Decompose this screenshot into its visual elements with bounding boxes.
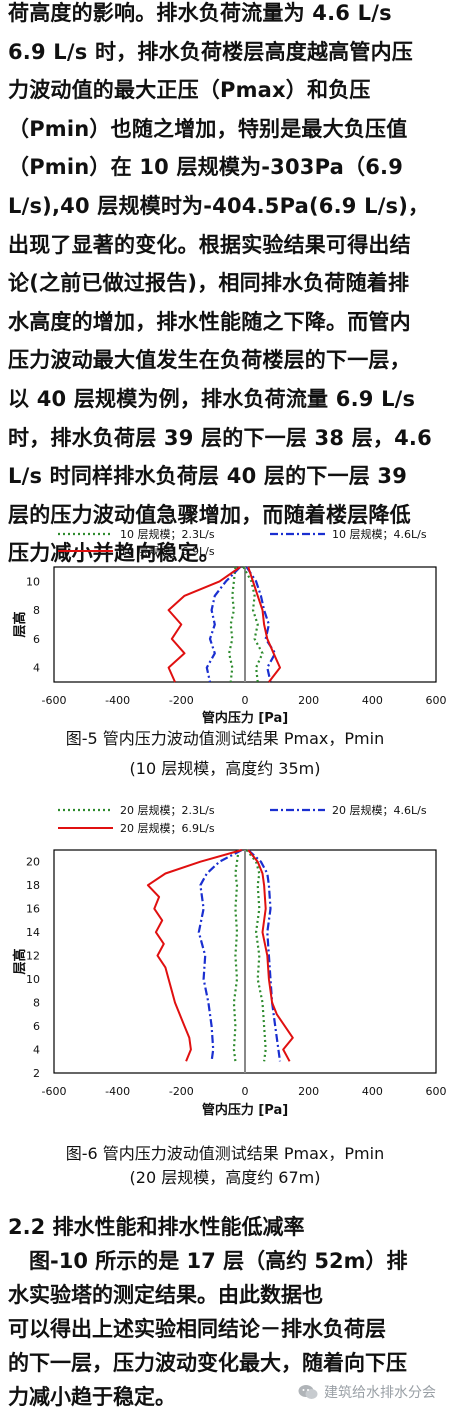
y-tick-label: 12 [26,950,40,963]
intro-line: 出现了显著的变化。根据实验结果可得出结 [8,232,411,257]
y-tick-label: 8 [33,997,40,1010]
section-line: 水实验塔的测定结果。由此数据也 [8,1283,323,1307]
legend-label: 10 层规模；2.3L/s [120,527,215,541]
legend-label: 10 层规模；4.6L/s [332,527,427,541]
intro-line: 层的压力波动值急骤增加，而随着楼层降低 [8,502,411,527]
series-line [245,849,267,1062]
section-heading: 2.2 排水性能和排水性能低减率 [8,1215,305,1239]
legend-label: 10 层规模；6.9L/s [120,544,215,558]
section-line: 图-10 所示的是 17 层（高约 52m）排 [8,1249,408,1273]
intro-line: L/s 时同样排水负荷层 40 层的下一层 39 [8,464,408,489]
series-line [247,849,282,1062]
figure-5-caption-line2: (10 层规模，高度约 35m) [129,759,321,778]
intro-line: 时，排水负荷层 39 层的下一层 38 层，4.6 [8,425,432,450]
intro-line: L/s),40 层规模时为-404.5Pa(6.9 L/s)， [8,193,430,218]
x-tick-label: 400 [362,694,383,707]
x-tick-label: 600 [426,1085,447,1098]
y-tick-label: 10 [26,575,40,588]
y-tick-label: 6 [33,1020,40,1033]
figure-6-caption: 图-6 管内压力波动值测试结果 Pmax，Pmin (20 层规模，高度约 67… [0,1142,450,1190]
y-tick-label: 2 [33,1067,40,1080]
intro-paragraph: 荷高度的影响。排水负荷流量为 4.6 L/s 6.9 L/s 时，排水负荷楼层高度… [8,0,442,573]
chart-20-floor: 20 层规模；2.3L/s 20 层规模；4.6L/s 20 层规模；6.9L/s -… [12,803,447,1118]
series-line [205,566,241,683]
intro-line: （Pmin）在 10 层规模为-303Pa（6.9 [8,155,404,180]
series-line [228,566,237,683]
y-tick-label: 18 [26,879,40,892]
x-tick-label: -400 [105,1085,130,1098]
y-tick-label: 4 [33,1044,40,1057]
legend-label: 20 层规模；2.3L/s [120,803,215,817]
intro-line: （Pmin）也随之增加，特别是最大负压值 [8,116,408,141]
x-tick-label: 200 [298,1085,319,1098]
intro-line: 6.9 L/s 时，排水负荷楼层高度越高管内压 [8,39,413,64]
x-axis-label: 管内压力 [Pa] [202,1102,288,1118]
figure-5: 10 层规模；2.3L/s 10 层规模；4.6L/s 10 层规模；6.9L/s -… [0,520,450,726]
legend-label: 20 层规模；4.6L/s [332,803,427,817]
y-tick-label: 8 [33,604,40,617]
figure-6-caption-line2: (20 层规模，高度约 67m) [129,1168,321,1187]
section-line: 可以得出上述实验相同结论－排水负荷层 [8,1317,386,1341]
series-line [167,566,241,683]
y-tick-label: 16 [26,903,40,916]
x-tick-label: 400 [362,1085,383,1098]
section-line: 的下一层，压力波动变化最大，随着向下压 [8,1351,407,1375]
intro-line: 力波动值的最大正压（Pmax）和负压 [8,78,371,103]
watermark-text: 建筑给水排水分会 [324,1385,436,1401]
figure-6-caption-line1: 图-6 管内压力波动值测试结果 Pmax，Pmin [65,1144,385,1163]
x-tick-label: -200 [169,694,194,707]
y-tick-label: 4 [33,662,40,675]
section-line: 力减小趋于稳定。 [8,1385,176,1409]
series-line [247,849,294,1062]
legend-label: 20 层规模；6.9L/s [120,821,215,835]
section-2-2: 2.2 排水性能和排水性能低减率 图-10 所示的是 17 层（高约 52m）排… [8,1210,442,1414]
x-tick-label: 200 [298,694,319,707]
y-tick-label: 6 [33,633,40,646]
y-tick-label: 10 [26,973,40,986]
intro-line: 压力减小并趋向稳定。 [8,541,220,566]
series-line [247,566,281,683]
intro-line: 荷高度的影响。排水负荷流量为 4.6 L/s [8,1,392,25]
section-body: 图-10 所示的是 17 层（高约 52m）排 水实验塔的测定结果。由此数据也可以… [8,1244,442,1414]
watermark: 建筑给水排水分会 [298,1382,436,1402]
x-tick-label: 600 [426,694,447,707]
series-line [197,849,243,1062]
intro-line: 水高度的增加，排水性能随之下降。而管内 [8,309,411,334]
chart-10-floor: 10 层规模；2.3L/s 10 层规模；4.6L/s 10 层规模；6.9L/s -… [12,527,447,726]
x-tick-label: -600 [42,1085,67,1098]
x-axis-label: 管内压力 [Pa] [202,710,288,725]
x-tick-label: 0 [242,1085,249,1098]
x-tick-label: -400 [105,694,130,707]
x-tick-label: 0 [242,694,249,707]
wechat-icon [298,1385,318,1399]
y-axis-label: 层高 [12,611,28,637]
x-tick-label: -200 [169,1085,194,1098]
figure-5-caption: 图-5 管内压力波动值测试结果 Pmax，Pmin (10 层规模，高度约 35… [0,727,450,781]
series-line [232,849,240,1062]
figure-5-caption-line1: 图-5 管内压力波动值测试结果 Pmax，Pmin [65,729,385,748]
intro-line: 压力波动最大值发生在负荷楼层的下一层， [8,348,411,373]
intro-line: 论(之前已做过报告)，相同排水负荷随着排 [8,271,410,296]
intro-line: 以 40 层规模为例，排水负荷流量 6.9 L/s [8,386,416,411]
figure-6: 20 层规模；2.3L/s 20 层规模；4.6L/s 20 层规模；6.9L/s -… [0,797,450,1127]
series-line [242,566,264,683]
series-line [146,849,243,1062]
x-tick-label: -600 [42,694,67,707]
y-tick-label: 14 [26,926,40,939]
y-tick-label: 20 [26,856,40,869]
series-line [245,566,277,683]
y-axis-label: 层高 [12,948,28,974]
